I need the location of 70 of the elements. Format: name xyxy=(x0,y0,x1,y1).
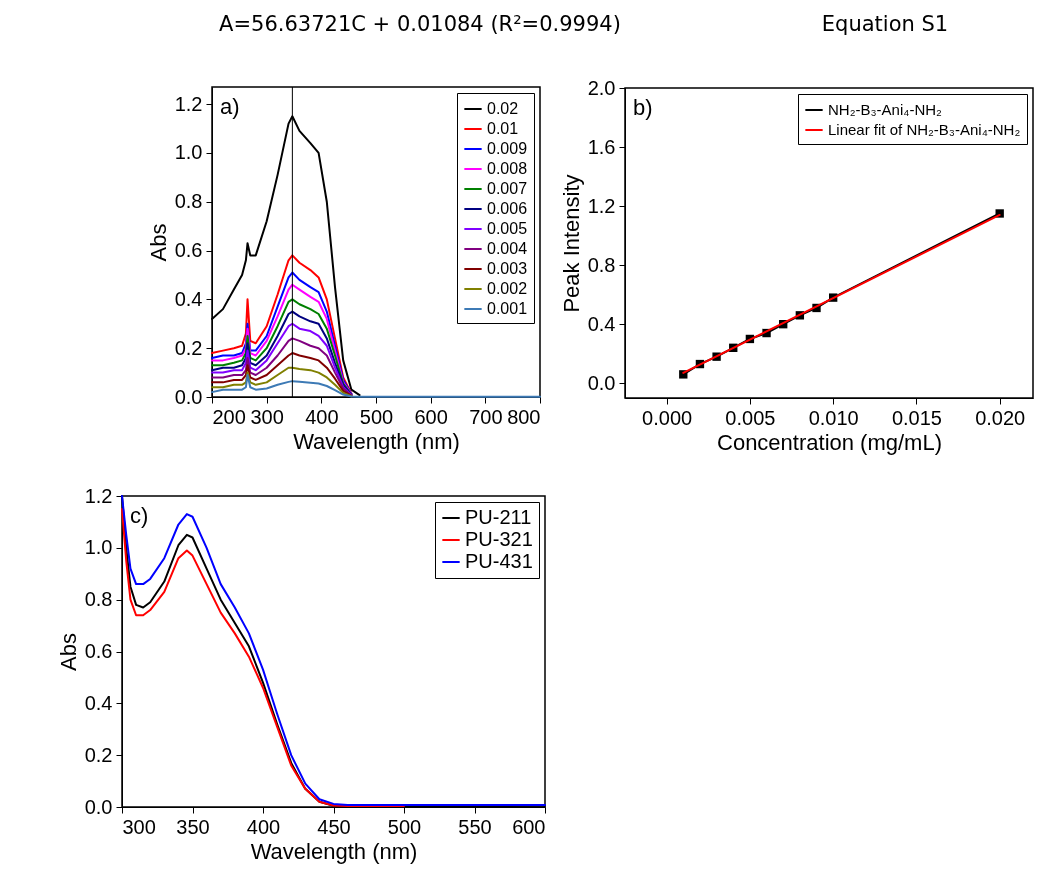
line-series xyxy=(211,366,353,398)
legend-label: 0.02 xyxy=(487,100,519,117)
y-tick-label: 0.4 xyxy=(587,312,616,335)
x-axis-title: Wavelength (nm) xyxy=(250,838,418,864)
x-tick-label: 0.020 xyxy=(975,406,1026,429)
y-tick-label: 1.0 xyxy=(84,536,113,559)
legend-label: Linear fit of NH₂-B₃-Ani₄-NH₂ xyxy=(828,121,1021,138)
x-axis-title: Wavelength (nm) xyxy=(293,428,460,454)
y-tick-label: 0.0 xyxy=(84,795,113,818)
x-tick-label: 350 xyxy=(176,815,210,838)
line-series xyxy=(211,352,353,397)
legend-label: PU-321 xyxy=(465,528,533,550)
y-axis-title: Peak Intensity xyxy=(558,174,584,313)
legend-label: PU-211 xyxy=(465,506,532,528)
legend-label: 0.004 xyxy=(487,240,528,257)
y-tick-label: 1.6 xyxy=(587,135,616,158)
x-axis-title: Concentration (mg/mL) xyxy=(717,429,942,455)
y-tick-label: 0.4 xyxy=(84,691,113,714)
legend-label: 0.008 xyxy=(487,160,528,177)
x-tick-label: 400 xyxy=(305,405,339,428)
y-tick-label: 0.2 xyxy=(174,336,203,359)
x-tick-label: 500 xyxy=(359,405,394,428)
y-tick-label: 0.8 xyxy=(84,588,113,611)
legend-label: 0.009 xyxy=(487,140,528,157)
x-tick-label: 450 xyxy=(317,815,351,838)
y-tick-label: 1.0 xyxy=(174,141,203,164)
line-series xyxy=(211,337,353,397)
legend-label: NH₂-B₃-Ani₄-NH₂ xyxy=(828,101,943,118)
y-tick-label: 0.2 xyxy=(84,743,113,766)
x-tick-label: 550 xyxy=(458,815,492,838)
y-tick-label: 0.4 xyxy=(174,287,203,310)
y-tick-label: 0.0 xyxy=(587,371,616,394)
x-tick-label: 700 xyxy=(469,405,503,428)
legend-label: 0.005 xyxy=(487,220,528,237)
x-tick-label: 400 xyxy=(246,815,281,838)
x-tick-label: 600 xyxy=(414,405,448,428)
legend-label: 0.006 xyxy=(487,200,528,217)
x-tick-label: 500 xyxy=(387,815,422,838)
y-tick-label: 0.6 xyxy=(174,239,203,262)
legend-label: 0.01 xyxy=(487,120,519,137)
x-tick-label: 300 xyxy=(250,405,284,428)
annotation: a) xyxy=(220,94,240,119)
x-tick-label: 200 xyxy=(212,405,246,428)
y-tick-label: 0.6 xyxy=(84,640,113,662)
line-series xyxy=(121,507,405,807)
legend-label: 0.003 xyxy=(487,260,528,277)
legend-label: 0.007 xyxy=(487,180,528,197)
x-tick-label: 600 xyxy=(512,815,546,838)
y-tick-label: 1.2 xyxy=(174,92,203,115)
y-tick-label: 2.0 xyxy=(587,76,616,99)
legend-label: 0.001 xyxy=(487,300,528,317)
y-tick-label: 1.2 xyxy=(587,194,616,217)
x-tick-label: 0.005 xyxy=(725,406,776,429)
x-tick-label: 800 xyxy=(507,405,541,428)
x-tick-label: 300 xyxy=(122,815,156,838)
x-tick-label: 0.015 xyxy=(891,406,942,429)
y-axis-title: Abs xyxy=(55,633,81,671)
x-tick-label: 0.010 xyxy=(808,406,859,429)
annotation: b) xyxy=(633,95,653,120)
annotation: c) xyxy=(130,503,149,528)
y-tick-label: 1.2 xyxy=(84,484,113,507)
chart-title: Equation S1 xyxy=(821,12,949,36)
y-axis-title: Abs xyxy=(145,223,171,262)
y-tick-label: 0.8 xyxy=(174,190,203,213)
chart-title: A=56.63721C + 0.01084 (R²=0.9994) xyxy=(219,12,621,36)
legend-label: 0.002 xyxy=(487,280,528,297)
legend-label: PU-431 xyxy=(465,550,533,572)
y-tick-label: 0.0 xyxy=(174,385,203,408)
x-tick-label: 0.000 xyxy=(642,406,693,429)
y-tick-label: 0.8 xyxy=(587,253,616,276)
